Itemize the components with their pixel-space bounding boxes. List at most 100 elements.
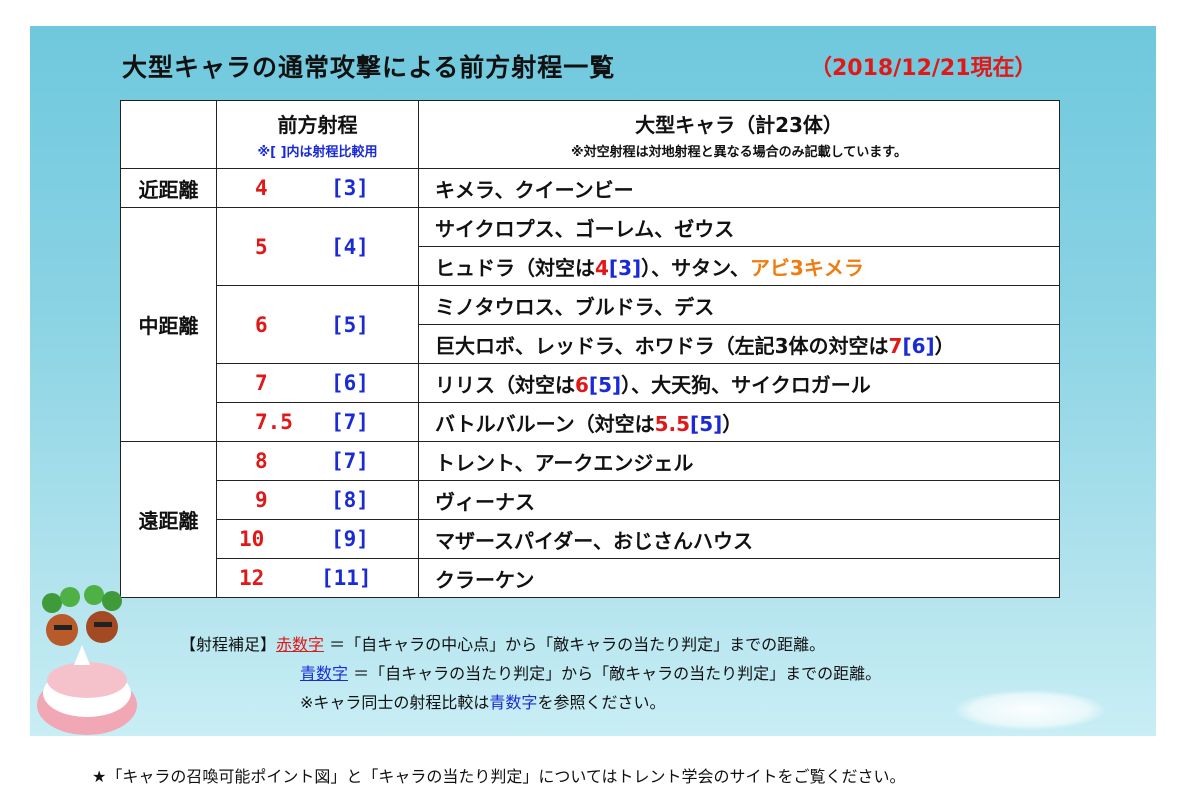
table-row: 7.5 [7] バトルバルーン（対空は5.5[5]） — [121, 402, 1060, 442]
red-range: 9 — [255, 488, 268, 512]
range-cell: 12 [11] — [216, 558, 419, 598]
date-label: （2018/12/21現在） — [810, 56, 1037, 81]
chars-cell: リリス（対空は6[5]）、大天狗、サイクロガール — [418, 363, 1060, 403]
note-blue-word: 青数字 — [300, 664, 349, 683]
band-far: 遠距離 — [120, 441, 217, 598]
chars-text: ） — [722, 411, 743, 436]
header-range: 前方射程 ※[ ]内は射程比較用 — [216, 100, 419, 169]
range-cell: 10 [9] — [216, 519, 419, 559]
note-label: 【射程補足】 — [180, 635, 277, 654]
red-range: 5 — [255, 234, 268, 259]
range-cell: 7.5 [7] — [216, 402, 419, 442]
note-line-blue: 青数字 ＝「自キャラの当たり判定」から「敵キャラの当たり判定」までの距離。 — [180, 659, 881, 688]
chars-text: キメラ、クイーンビー — [435, 177, 634, 202]
anti-air-blue: [5] — [690, 411, 723, 436]
chars-cell: ヴィーナス — [418, 480, 1060, 520]
table-row: 中距離 5 [4] サイクロプス、ゴーレム、ゼウス — [120, 207, 1060, 442]
note-line-red: 【射程補足】赤数字 ＝「自キャラの中心点」から「敵キャラの当たり判定」までの距離… — [180, 630, 881, 659]
range-cell: 5 [4] — [216, 207, 419, 286]
range-cell: 6 [5] — [216, 285, 419, 364]
chars-text: バトルバルーン（対空は — [435, 411, 655, 436]
anti-air-blue: [3] — [608, 255, 642, 280]
mascot-illustration — [37, 585, 137, 735]
chars-cell: ミノタウロス、ブルドラ、デス — [418, 285, 1060, 325]
anti-air-red: 7 — [888, 333, 903, 358]
table-row: 6 [5] ミノタウロス、ブルドラ、デス — [121, 285, 1060, 364]
header-chars-note: ※対空射程は対地射程と異なる場合のみ記載しています。 — [571, 145, 907, 160]
table-row: 12 [11] クラーケン — [121, 558, 1060, 598]
red-range: 7 — [255, 371, 268, 395]
note-compare-post: を参照ください。 — [537, 693, 666, 712]
range-table: 前方射程 ※[ ]内は射程比較用 大型キャラ（計23体） ※対空射程は対地射程と… — [120, 100, 1060, 598]
chars-text: ヒュドラ（対空は — [435, 255, 595, 280]
chars-text: 巨大ロボ、レッドラ、ホワドラ（左記3体の対空は — [435, 333, 889, 358]
band-near: 近距離 — [120, 168, 217, 208]
anti-air-blue: [6] — [902, 333, 935, 358]
chars-text: ）、大天狗、サイクロガール — [621, 372, 871, 397]
chars-text: ミノタウロス、ブルドラ、デス — [435, 294, 715, 319]
blue-range: [5] — [331, 312, 369, 337]
header-chars: 大型キャラ（計23体） ※対空射程は対地射程と異なる場合のみ記載しています。 — [418, 100, 1060, 169]
chars-text: ヴィーナス — [435, 489, 535, 514]
chars-highlight: アビ3キメラ — [749, 255, 864, 280]
footer-note: ★「キャラの召喚可能ポイント図」と「キャラの当たり判定」についてはトレント学会の… — [92, 767, 906, 786]
note-red-word: 赤数字 — [276, 635, 325, 654]
page-title: 大型キャラの通常攻撃による前方射程一覧 — [122, 53, 616, 82]
band-mid: 中距離 — [120, 207, 217, 442]
chars-cell: トレント、アークエンジェル — [418, 441, 1060, 481]
table-row: 9 [8] ヴィーナス — [121, 480, 1060, 520]
note-compare-pre: ※キャラ同士の射程比較は — [300, 693, 490, 712]
chars-text: ）、サタン、 — [641, 255, 750, 280]
range-cell: 4 [3] — [216, 168, 419, 208]
header-range-note: ※[ ]内は射程比較用 — [257, 145, 378, 160]
blue-range: [4] — [331, 234, 369, 259]
chars-cell: バトルバルーン（対空は5.5[5]） — [418, 402, 1060, 442]
chars-cell: クラーケン — [418, 558, 1060, 598]
chars-text: ） — [934, 333, 955, 358]
range-notes: 【射程補足】赤数字 ＝「自キャラの中心点」から「敵キャラの当たり判定」までの距離… — [180, 630, 881, 717]
anti-air-red: 4 — [595, 255, 609, 280]
anti-air-red: 6 — [575, 372, 589, 397]
chars-text: サイクロプス、ゴーレム、ゼウス — [435, 216, 735, 241]
chars-text: トレント、アークエンジェル — [435, 450, 694, 475]
blue-range: [8] — [331, 488, 369, 512]
anti-air-red: 5.5 — [654, 411, 691, 436]
note-line-compare: ※キャラ同士の射程比較は青数字を参照ください。 — [180, 688, 881, 717]
note-blue-text: ＝「自キャラの当たり判定」から「敵キャラの当たり判定」までの距離。 — [353, 664, 882, 683]
red-range: 7.5 — [255, 410, 293, 434]
header-chars-title: 大型キャラ（計23体） — [635, 113, 843, 137]
table-row: 遠距離 8 [7] トレント、アークエンジェル — [120, 441, 1060, 598]
blue-range: [9] — [331, 527, 369, 551]
red-range: 4 — [255, 176, 268, 200]
red-range: 6 — [255, 312, 268, 337]
red-range: 8 — [255, 449, 268, 473]
red-range: 10 — [239, 527, 265, 551]
header-range-title: 前方射程 — [277, 113, 358, 137]
table-header-row: 前方射程 ※[ ]内は射程比較用 大型キャラ（計23体） ※対空射程は対地射程と… — [120, 100, 1060, 169]
chars-cell: サイクロプス、ゴーレム、ゼウス — [418, 207, 1060, 247]
header-blank — [120, 100, 217, 169]
blue-range: [11] — [321, 566, 372, 590]
range-cell: 8 [7] — [216, 441, 419, 481]
blue-range: [7] — [331, 410, 369, 434]
chars-cell: マザースパイダー、おじさんハウス — [418, 519, 1060, 559]
table-row: ヒュドラ（対空は4[3]）、サタン、アビ3キメラ — [121, 246, 1060, 286]
note-red-text: ＝「自キャラの中心点」から「敵キャラの当たり判定」までの距離。 — [329, 635, 826, 654]
chars-text: リリス（対空は — [435, 372, 575, 397]
cloud-decoration — [955, 690, 1105, 730]
chars-text: クラーケン — [435, 567, 535, 592]
red-range: 12 — [239, 566, 265, 590]
chars-cell: キメラ、クイーンビー — [418, 168, 1060, 208]
range-cell: 9 [8] — [216, 480, 419, 520]
table-row: 近距離 4 [3] キメラ、クイーンビー — [120, 168, 1060, 208]
table-row: 10 [9] マザースパイダー、おじさんハウス — [121, 519, 1060, 559]
chars-text: マザースパイダー、おじさんハウス — [435, 528, 753, 553]
chars-cell: ヒュドラ（対空は4[3]）、サタン、アビ3キメラ — [418, 246, 1060, 286]
blue-range: [6] — [331, 371, 369, 395]
chars-cell: 巨大ロボ、レッドラ、ホワドラ（左記3体の対空は7[6]） — [418, 324, 1060, 364]
anti-air-blue: [5] — [588, 372, 622, 397]
blue-range: [3] — [331, 176, 369, 200]
table-row: 7 [6] リリス（対空は6[5]）、大天狗、サイクロガール — [121, 363, 1060, 403]
note-compare-word: 青数字 — [489, 693, 538, 712]
blue-range: [7] — [331, 449, 369, 473]
